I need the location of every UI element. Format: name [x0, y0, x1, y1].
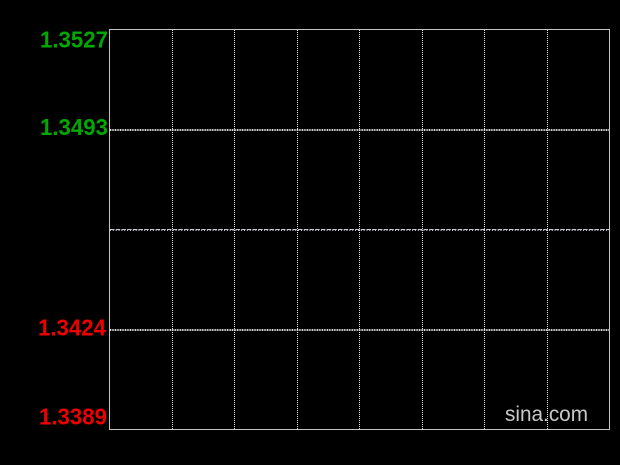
svg-text:1.3424: 1.3424	[38, 314, 106, 340]
svg-text:1.3493: 1.3493	[40, 114, 108, 140]
svg-text:sina.com: sina.com	[505, 403, 588, 426]
svg-text:1.3527: 1.3527	[40, 26, 108, 52]
svg-text:1.3389: 1.3389	[39, 404, 107, 430]
